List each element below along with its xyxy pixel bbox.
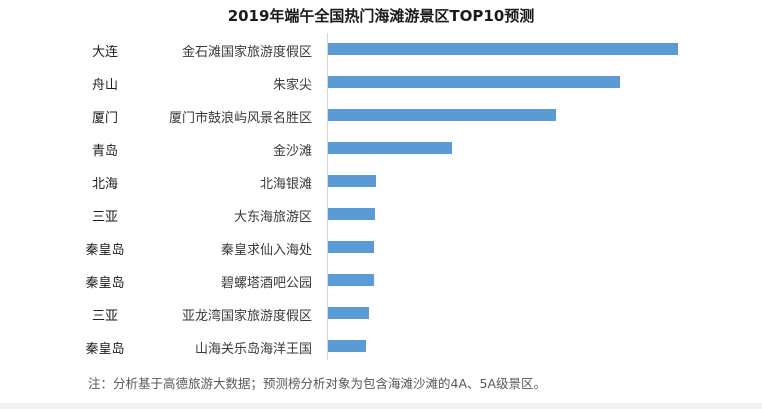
scenic-spot-label: 金沙滩 [272, 144, 312, 159]
chart-title: 2019年端午全国热门海滩游景区TOP10预测 [227, 7, 535, 25]
scenic-spot-label: 碧螺塔酒吧公园 [220, 276, 312, 291]
scenic-spot-label: 大东海旅游区 [233, 210, 312, 225]
chart-footnote: 注：分析基于高德旅游大数据；预测榜分析对象为包含海滩沙滩的4A、5A级景区。 [88, 376, 547, 391]
city-label: 舟山 [91, 78, 118, 93]
bar [328, 208, 375, 220]
bar-row: 三亚 大东海旅游区 [0, 198, 762, 231]
bar-row: 北海 北海银滩 [0, 165, 762, 198]
scenic-spot-label: 亚龙湾国家旅游度假区 [181, 309, 312, 324]
bar-row: 秦皇岛 碧螺塔酒吧公园 [0, 264, 762, 297]
scenic-spot-label: 朱家尖 [272, 78, 312, 93]
city-label: 秦皇岛 [85, 276, 125, 291]
bar [328, 274, 374, 286]
bar-row: 秦皇岛 山海关乐岛海洋王国 [0, 330, 762, 363]
bar [328, 241, 374, 253]
bar-row: 厦门 厦门市鼓浪屿风景名胜区 [0, 99, 762, 132]
bar [328, 142, 452, 154]
scenic-spot-label: 北海银滩 [259, 177, 312, 192]
city-label: 秦皇岛 [85, 243, 125, 258]
bar-row: 三亚 亚龙湾国家旅游度假区 [0, 297, 762, 330]
scenic-spot-label: 秦皇求仙入海处 [220, 243, 312, 258]
bar [328, 76, 620, 88]
bar [328, 109, 556, 121]
city-label: 三亚 [91, 210, 118, 225]
bar [328, 340, 366, 352]
city-label: 大连 [91, 45, 118, 60]
city-label: 秦皇岛 [85, 342, 125, 357]
bar-row: 大连 金石滩国家旅游度假区 [0, 33, 762, 66]
city-label: 厦门 [91, 111, 118, 126]
scenic-spot-label: 金石滩国家旅游度假区 [181, 45, 312, 60]
bar [328, 43, 678, 55]
bar-row: 秦皇岛 秦皇求仙入海处 [0, 231, 762, 264]
scenic-spot-label: 厦门市鼓浪屿风景名胜区 [168, 111, 312, 126]
bar [328, 307, 369, 319]
bar-row: 舟山 朱家尖 [0, 66, 762, 99]
city-label: 北海 [91, 177, 118, 192]
bar [328, 175, 376, 187]
bar-row: 青岛 金沙滩 [0, 132, 762, 165]
category-axis-line [327, 33, 328, 360]
city-label: 青岛 [91, 144, 118, 159]
bottom-divider [0, 403, 762, 409]
city-label: 三亚 [91, 309, 118, 324]
scenic-spot-label: 山海关乐岛海洋王国 [194, 342, 312, 357]
